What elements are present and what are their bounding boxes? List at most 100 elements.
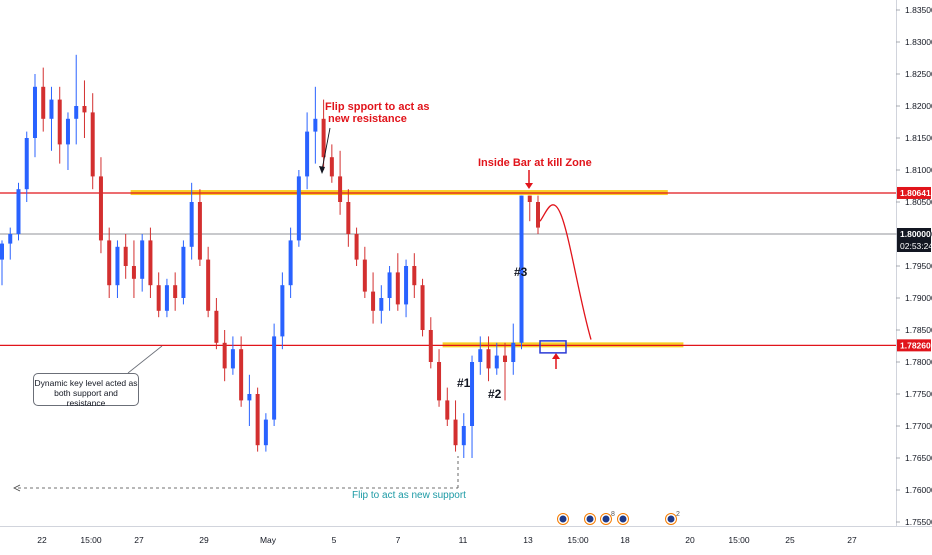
entry-box [539, 340, 567, 354]
x-tick-label: 27 [847, 535, 857, 545]
x-tick-label: 11 [459, 535, 468, 545]
candle-body [354, 234, 359, 260]
candle-body [321, 118, 326, 158]
x-tick-label: 15:00 [728, 535, 750, 545]
x-tick-label: 22 [37, 535, 47, 545]
candle-body [115, 246, 120, 286]
candle-body [107, 240, 112, 286]
y-tick-label: 1.77000 [905, 421, 932, 431]
candle-body [82, 106, 87, 113]
dashed-arrowhead [13, 484, 21, 492]
flip-support-text: Flip to act as new support [352, 490, 466, 501]
flip-resistance-text-1: Flip spport to act as [325, 101, 430, 113]
candle-body [32, 86, 37, 138]
candle-body [379, 298, 384, 311]
candle-body [527, 195, 532, 202]
candle-body [387, 272, 392, 298]
note-pointer [127, 345, 163, 374]
y-tick-label: 1.76000 [905, 485, 932, 495]
candle-body [494, 355, 499, 369]
candle-body [156, 285, 161, 311]
candle-body [346, 202, 351, 234]
inside-bar-text: Inside Bar at kill Zone [478, 157, 592, 169]
candle-body [478, 349, 483, 362]
event-marker-flag [619, 515, 627, 523]
candle-body [288, 240, 293, 286]
event-marker-count: 2 [676, 511, 680, 518]
candle-body [420, 285, 425, 330]
candle-body [98, 176, 103, 241]
candle-body [41, 86, 46, 119]
candle-body [461, 426, 466, 446]
candle-body [239, 349, 244, 401]
candle-body [404, 266, 409, 305]
x-tick-label: 15:00 [567, 535, 589, 545]
y-tick-label: 1.76500 [905, 453, 932, 463]
y-tick-label: 1.78000 [905, 357, 932, 367]
label-3: #3 [514, 265, 528, 279]
candle-body [362, 259, 367, 292]
y-tick-label: 1.80500 [905, 197, 932, 207]
x-tick-label: May [260, 535, 277, 545]
candle-body [8, 234, 13, 244]
candle-body [437, 362, 442, 401]
x-tick-label: 18 [620, 535, 630, 545]
y-tick-label: 1.79500 [905, 261, 932, 271]
candle-body [511, 342, 516, 362]
y-tick-label: 1.75500 [905, 517, 932, 527]
y-tick-label: 1.82000 [905, 101, 932, 111]
candle-body [313, 118, 318, 132]
candle-body [263, 419, 268, 446]
candle-body [74, 106, 79, 119]
candle-body [24, 138, 29, 190]
y-tick-label: 1.78500 [905, 325, 932, 335]
x-tick-label: 5 [332, 535, 337, 545]
y-tick-label: 1.77500 [905, 389, 932, 399]
inside-bar-arrowhead [525, 183, 533, 189]
candle-body [131, 266, 136, 279]
candle-body [536, 202, 540, 228]
candle-body [255, 394, 260, 446]
x-tick-label: 25 [785, 535, 795, 545]
x-tick-label: 7 [396, 535, 401, 545]
current-price-tag-bg [897, 228, 931, 240]
candle-body [280, 285, 285, 337]
candle-body [470, 362, 475, 426]
candle-body [247, 394, 252, 401]
candle-body [338, 176, 343, 202]
candle-body [486, 349, 491, 369]
flip-resistance-text-2: new resistance [328, 113, 407, 125]
candle-body [272, 336, 277, 420]
upper-level-tag: 1.80641 [900, 188, 931, 198]
candle-body [222, 342, 227, 369]
candle-body [164, 285, 169, 311]
levels-layer [0, 192, 896, 346]
candle-body [428, 330, 433, 362]
x-tick-label: 29 [199, 535, 209, 545]
candle-body [148, 240, 153, 286]
candle-body [503, 355, 508, 362]
candle-body [90, 112, 95, 177]
candle-body [197, 202, 202, 260]
candle-body [371, 291, 376, 311]
timer-bg [897, 240, 931, 252]
candle-body [453, 419, 458, 446]
candle-body [173, 285, 178, 298]
candle-body [519, 195, 524, 343]
label-1: #1 [457, 376, 471, 390]
lower-level-tag-bg [897, 339, 931, 352]
flip-resistance-pointerhead [319, 166, 325, 174]
flip-resistance-pointer [321, 127, 331, 171]
candle-body [140, 240, 145, 279]
candle-body [189, 202, 194, 247]
dynamic-level-note-line1: Dynamic key level acted as [34, 378, 138, 388]
candle-body [230, 349, 235, 369]
x-tick-label: 27 [134, 535, 144, 545]
candle-body [206, 259, 211, 311]
upper-level-tag-bg [897, 186, 931, 199]
y-tick-label: 1.83500 [905, 5, 932, 15]
